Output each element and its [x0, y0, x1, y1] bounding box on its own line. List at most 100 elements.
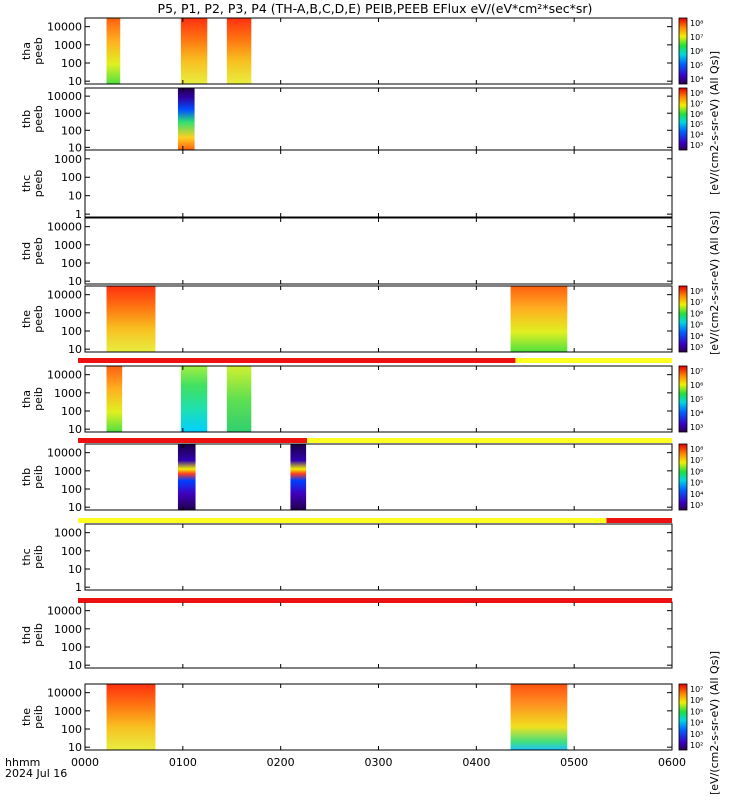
quality-status-bar	[515, 358, 672, 363]
panel-frame	[84, 217, 673, 285]
panel-frame	[84, 149, 673, 218]
y-tick-label: 100	[61, 405, 82, 418]
panel-the-peib: 10000 1000 100 10 the peib 10⁷ 10⁶ 10⁵ 10⁴ 10³ 10²	[20, 683, 703, 754]
y-tick-label: 100	[61, 57, 82, 70]
y-tick-label: 1000	[54, 107, 82, 120]
colorbar-tick-label: 10⁴	[690, 75, 703, 84]
colorbar-tick-label: 10³	[690, 501, 703, 510]
x-tick-label: 0600	[658, 756, 686, 769]
panel-frame	[84, 365, 673, 433]
colorbar-tick-label: 10⁵	[690, 321, 703, 330]
time-axis-label: hhmm	[5, 756, 40, 769]
y-tick-label: 1000	[54, 387, 82, 400]
y-axis-label: the	[20, 310, 33, 328]
spectrogram-interval	[180, 366, 208, 432]
time-axis: 0000 0100 0200 0300 0400 0500 0600	[71, 756, 686, 769]
spectrogram-interval	[177, 88, 195, 150]
y-axis-label: peib	[32, 387, 45, 411]
quality-status-bar	[78, 358, 516, 363]
y-tick-label: 1000	[54, 153, 82, 166]
y-axis-label: peib	[32, 545, 45, 569]
quality-status-bar	[78, 518, 607, 523]
y-axis-label: thd	[20, 626, 33, 644]
y-tick-label: 10	[68, 659, 82, 672]
x-tick-label: 0000	[71, 756, 99, 769]
colorbar-tick-label: 10⁸	[690, 19, 703, 28]
y-tick-label: 1	[75, 208, 82, 221]
y-tick-label: 100	[61, 545, 82, 558]
spectrogram-interval	[106, 366, 123, 432]
y-tick-label: 10	[68, 275, 82, 288]
colorbar-tick-label: 10⁴	[690, 490, 703, 499]
colorbar	[678, 285, 688, 353]
y-axis-label: tha	[20, 42, 33, 60]
y-tick-label: 10000	[47, 605, 82, 618]
colorbar-label-peeb-top: [eV/(cm2-s-sr-eV) (All Qs)]	[708, 51, 721, 195]
y-tick-label: 10	[68, 75, 82, 88]
y-axis-label: peib	[32, 623, 45, 647]
panel-frame	[84, 443, 673, 511]
spectrogram-interval	[226, 366, 252, 432]
colorbar-tick-label: 10⁵	[690, 120, 703, 129]
y-axis-label: peeb	[32, 305, 45, 333]
y-tick-label: 10	[68, 423, 82, 436]
y-tick-label: 1	[75, 581, 82, 594]
figure-title: P5, P1, P2, P3, P4 (TH-A,B,C,D,E) PEIB,P…	[158, 1, 593, 16]
y-axis-label: peib	[32, 705, 45, 729]
panel-frame	[84, 17, 673, 85]
y-tick-label: 10000	[47, 289, 82, 302]
panel-tha-peib: 10000 1000 100 10 tha peib 10⁷ 10⁶ 10⁵ 10⁴ 10³	[20, 365, 703, 436]
colorbar-tick-label: 10⁵	[690, 395, 703, 404]
panel-frame	[84, 285, 673, 353]
panel-thd-peeb: 10000 1000 100 10 thd peeb	[20, 217, 673, 288]
spectrogram-interval	[290, 444, 307, 510]
quality-status-bar	[78, 438, 308, 443]
time-axis-date: 2024 Jul 16	[5, 767, 67, 780]
y-tick-label: 10000	[47, 447, 82, 460]
colorbar-tick-label: 10³	[690, 423, 703, 432]
colorbar-tick-label: 10⁸	[690, 287, 703, 296]
colorbar-tick-label: 10⁵	[690, 479, 703, 488]
y-tick-label: 100	[61, 124, 82, 137]
x-tick-label: 0400	[462, 756, 490, 769]
colorbar-tick-label: 10⁴	[690, 131, 703, 140]
colorbar	[678, 17, 688, 85]
colorbar-tick-label: 10⁷	[690, 685, 703, 694]
spectrogram-interval	[106, 684, 156, 750]
x-tick-label: 0100	[169, 756, 197, 769]
colorbar-tick-label: 10⁶	[690, 381, 703, 390]
y-tick-label: 10	[68, 741, 82, 754]
colorbar-tick-label: 10⁴	[690, 332, 703, 341]
colorbar-tick-label: 10⁴	[690, 719, 703, 728]
colorbar-tick-label: 10³	[690, 141, 703, 150]
colorbar-tick-label: 10⁷	[690, 367, 703, 376]
y-tick-label: 1000	[54, 239, 82, 252]
colorbar	[678, 87, 688, 151]
y-tick-label: 100	[61, 723, 82, 736]
y-tick-label: 10000	[47, 90, 82, 103]
panel-frame	[84, 601, 673, 669]
y-axis-label: thb	[20, 468, 33, 486]
quality-status-bar	[78, 598, 672, 603]
y-tick-label: 10	[68, 190, 82, 203]
y-axis-label: thb	[20, 110, 33, 128]
colorbar-tick-label: 10²	[690, 741, 703, 750]
y-tick-label: 1000	[54, 39, 82, 52]
panel-thc-peib: 1000 100 10 1 thc peib	[20, 518, 673, 594]
y-tick-label: 100	[61, 325, 82, 338]
y-tick-label: 10000	[47, 21, 82, 34]
spectrogram-interval	[106, 286, 156, 352]
y-tick-label: 10	[68, 563, 82, 576]
y-axis-label: thc	[20, 548, 33, 565]
colorbar-tick-label: 10⁷	[690, 99, 703, 108]
colorbar-tick-label: 10³	[690, 730, 703, 739]
y-axis-label: thc	[20, 175, 33, 192]
y-tick-label: 10000	[47, 221, 82, 234]
panel-frame	[84, 683, 673, 751]
colorbar-tick-label: 10⁷	[690, 298, 703, 307]
quality-status-bar	[606, 518, 672, 523]
colorbar-label-peeb-mid: [eV/(cm2-s-sr-eV) (All Qs)]	[708, 211, 721, 355]
colorbar-tick-label: 10⁸	[690, 445, 703, 454]
